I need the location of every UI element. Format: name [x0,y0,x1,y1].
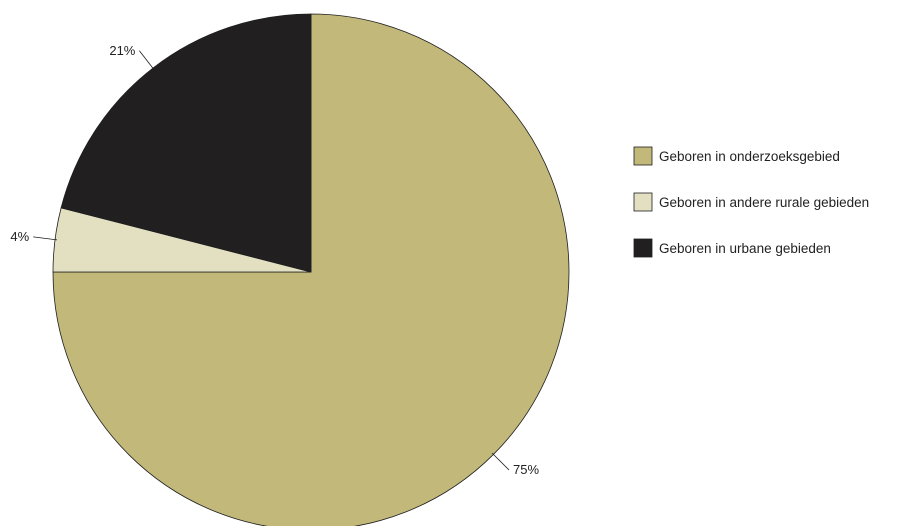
leader-line-geboren-in-urbane-gebieden [139,50,155,70]
pie-slices [52,13,570,526]
slice-percent-label: 75% [513,462,539,477]
legend-item-geboren-in-onderzoeksgebied: Geboren in onderzoeksgebied [633,146,840,166]
legend-swatch [633,238,653,258]
legend-label: Geboren in onderzoeksgebied [659,149,840,164]
legend-label: Geboren in urbane gebieden [659,241,831,256]
slice-percent-label: 21% [109,43,135,58]
slice-percent-label: 4% [10,229,29,244]
legend-item-geboren-in-urbane-gebieden: Geboren in urbane gebieden [633,238,831,258]
legend-swatch [633,192,653,212]
slice-labels: 75% 4% 21% [10,43,539,477]
legend-item-geboren-in-andere-rurale-gebieden: Geboren in andere rurale gebieden [633,192,869,212]
leader-line-geboren-in-onderzoeksgebied [491,452,510,471]
legend: Geboren in onderzoeksgebied Geboren in an… [633,146,869,258]
legend-label: Geboren in andere rurale gebieden [659,195,869,210]
leader-line-geboren-in-andere-rurale-gebieden [33,236,58,241]
legend-swatch [633,146,653,166]
